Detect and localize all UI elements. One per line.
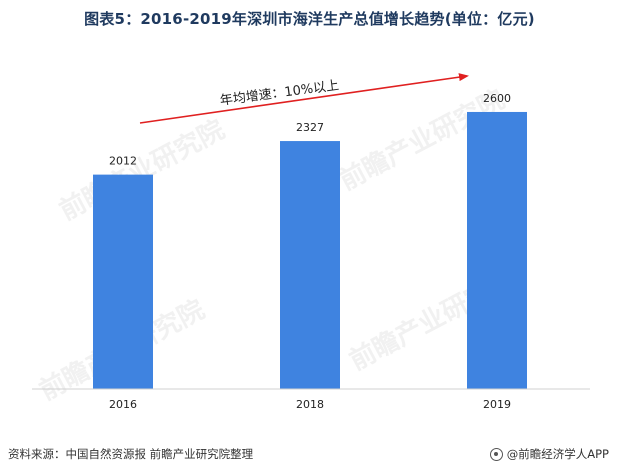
- bar-2018: [280, 141, 340, 389]
- data-label-2019: 2600: [483, 92, 511, 105]
- x-tick-label-2018: 2018: [296, 398, 324, 411]
- trend-arrow: [139, 73, 469, 124]
- brand-credit: @前瞻经济学人APP: [489, 446, 609, 462]
- brand-logo-icon: [489, 447, 503, 461]
- x-tick-label-2019: 2019: [483, 398, 511, 411]
- data-label-2018: 2327: [296, 121, 324, 134]
- bar-2016: [93, 174, 153, 389]
- brand-credit-text: @前瞻经济学人APP: [506, 447, 609, 461]
- bar-2019: [467, 111, 527, 389]
- growth-annotation: 年均增速：10%以上: [219, 78, 340, 109]
- x-tick-label-2016: 2016: [109, 398, 137, 411]
- source-note: 资料来源：中国自然资源报 前瞻产业研究院整理: [8, 447, 254, 461]
- data-label-2016: 2012: [109, 155, 137, 168]
- chart-title: 图表5：2016-2019年深圳市海洋生产总值增长趋势(单位：亿元): [84, 10, 535, 28]
